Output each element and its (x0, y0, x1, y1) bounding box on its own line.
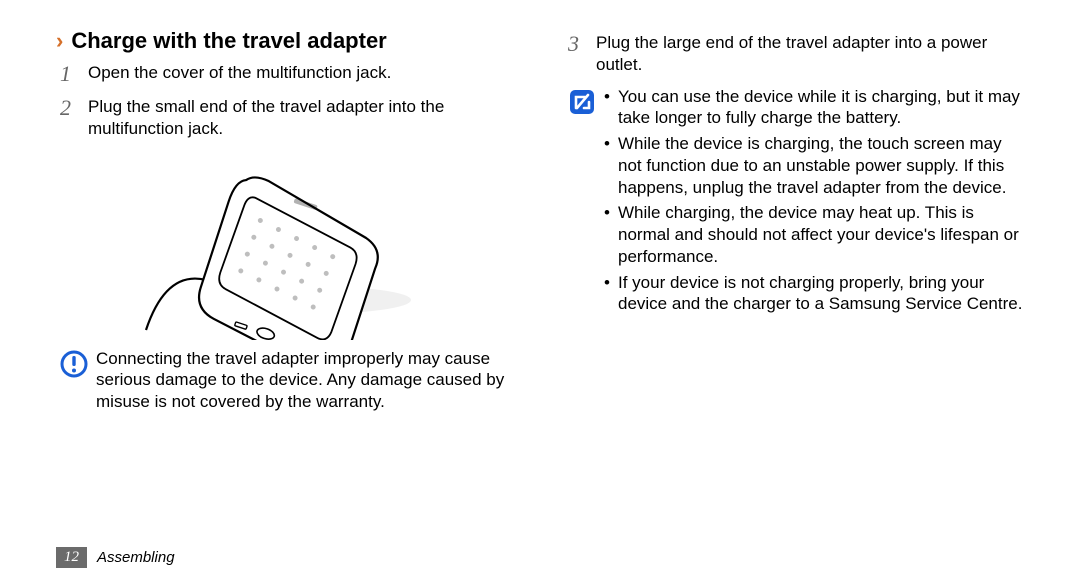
note-icon (568, 88, 602, 121)
chevron-icon: › (56, 28, 63, 54)
page-footer: 12 Assembling (56, 547, 175, 568)
step-3: 3 Plug the large end of the travel adapt… (568, 32, 1024, 76)
step-number: 2 (60, 96, 88, 120)
step-number: 1 (60, 62, 88, 86)
step-text: Open the cover of the multifunction jack… (88, 62, 391, 84)
info-bullet: While the device is charging, the touch … (604, 133, 1024, 198)
info-bullet: If your device is not charging properly,… (604, 272, 1024, 316)
info-bullet: You can use the device while it is charg… (604, 86, 1024, 130)
step-2: 2 Plug the small end of the travel adapt… (60, 96, 516, 140)
page-number: 12 (56, 547, 87, 568)
caution-note: Connecting the travel adapter improperly… (60, 348, 516, 413)
info-note-body: You can use the device while it is charg… (602, 86, 1024, 320)
section-heading: › Charge with the travel adapter (56, 28, 516, 54)
info-bullet: While charging, the device may heat up. … (604, 202, 1024, 267)
section-title-text: Charge with the travel adapter (71, 28, 386, 54)
left-column: › Charge with the travel adapter 1 Open … (56, 28, 516, 518)
step-text: Plug the small end of the travel adapter… (88, 96, 516, 140)
step-1: 1 Open the cover of the multifunction ja… (60, 62, 516, 86)
caution-text: Connecting the travel adapter improperly… (94, 348, 516, 413)
device-illustration (56, 150, 516, 340)
right-column: 3 Plug the large end of the travel adapt… (564, 28, 1024, 518)
caution-icon (60, 350, 94, 383)
info-note: You can use the device while it is charg… (568, 86, 1024, 320)
footer-section-name: Assembling (97, 549, 175, 566)
step-text: Plug the large end of the travel adapter… (596, 32, 1024, 76)
content-columns: › Charge with the travel adapter 1 Open … (56, 28, 1024, 518)
info-bullet-list: You can use the device while it is charg… (604, 86, 1024, 316)
step-number: 3 (568, 32, 596, 56)
